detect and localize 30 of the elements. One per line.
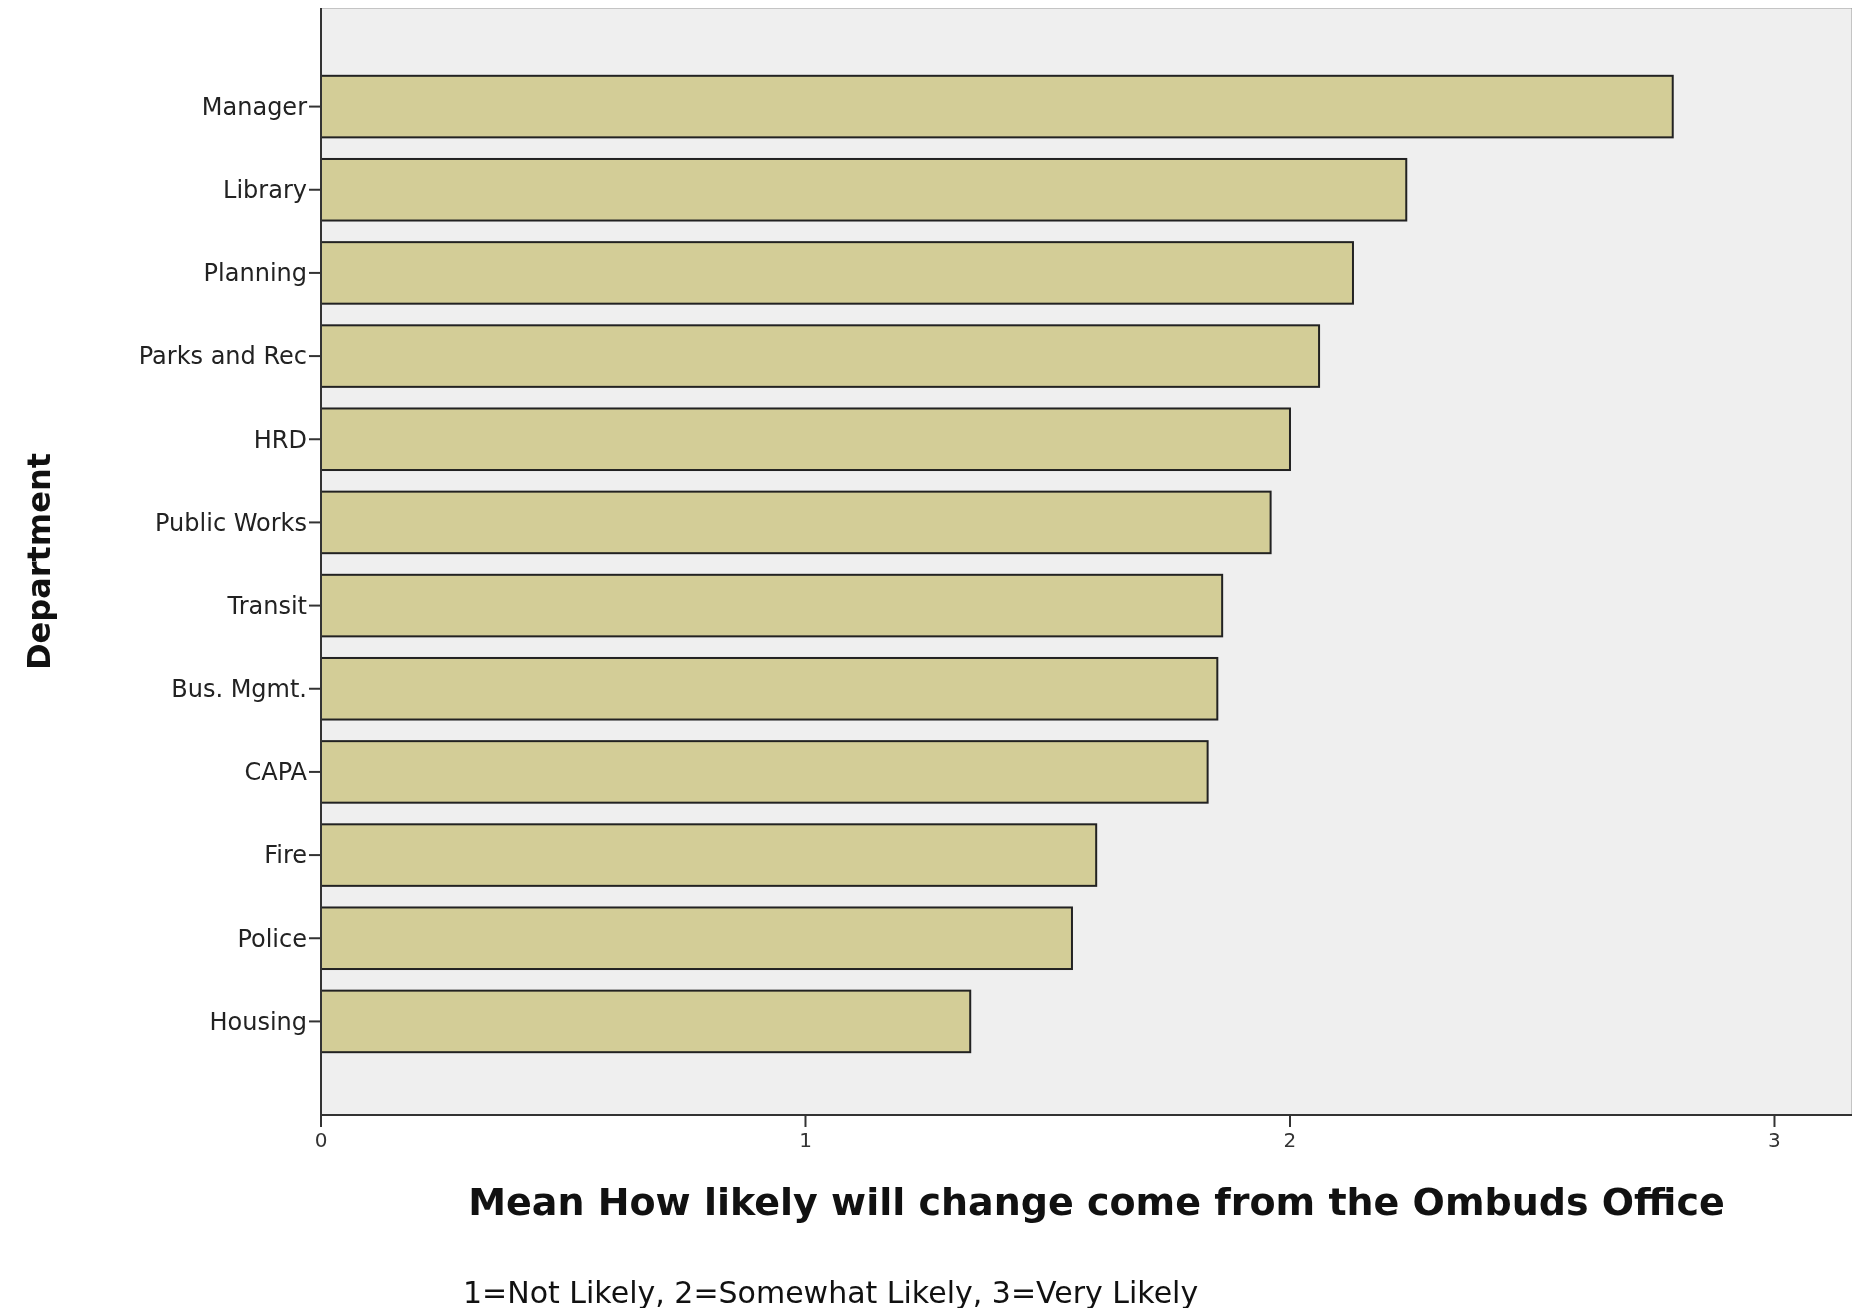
x-tick-label: 0 xyxy=(314,1128,328,1152)
bar xyxy=(320,656,1219,721)
bar xyxy=(320,573,1224,638)
y-tick-label: Manager xyxy=(201,92,308,121)
bar xyxy=(320,740,1209,804)
y-tick-label: CAPA xyxy=(244,758,308,787)
bar xyxy=(320,823,1098,887)
y-tick-label: HRD xyxy=(253,425,307,454)
bar xyxy=(320,324,1321,388)
y-tick-label: Public Works xyxy=(155,508,307,537)
y-tick-label: Parks and Rec xyxy=(138,342,307,371)
y-tick-label: Police xyxy=(237,924,307,953)
y-tick-label: Housing xyxy=(209,1007,307,1036)
x-tick-label: 3 xyxy=(1768,1128,1781,1152)
y-tick-label: Fire xyxy=(264,841,307,870)
x-tick-label: 2 xyxy=(1283,1128,1297,1152)
y-tick-label: Transit xyxy=(226,591,307,620)
bar xyxy=(320,241,1354,305)
bar xyxy=(320,989,972,1054)
y-tick-label: Bus. Mgmt. xyxy=(171,675,307,704)
bar xyxy=(320,74,1674,139)
x-tick-label: 1 xyxy=(799,1128,812,1152)
bar xyxy=(320,157,1408,222)
y-tick-label: Library xyxy=(223,176,307,205)
bar xyxy=(320,490,1272,555)
bar xyxy=(320,407,1291,472)
y-axis-title: Department xyxy=(20,453,58,670)
y-tick-label: Planning xyxy=(203,259,307,288)
x-axis-title: Mean How likely will change come from the Ombuds Office xyxy=(468,1180,1725,1224)
bar xyxy=(320,906,1073,971)
